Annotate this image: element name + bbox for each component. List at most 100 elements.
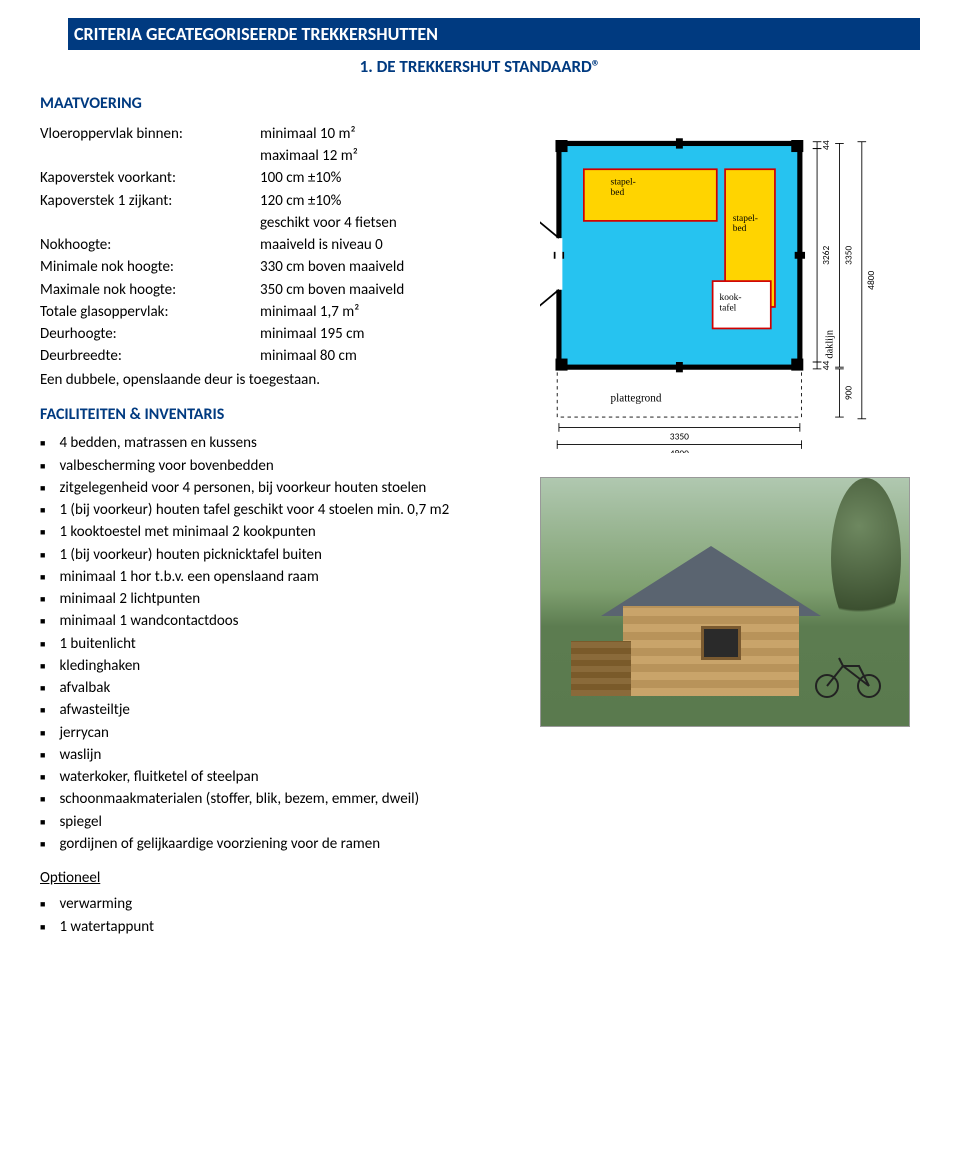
list-item: afwasteiltje — [40, 700, 520, 720]
svg-text:44: 44 — [820, 360, 832, 370]
list-item: verwarming — [40, 894, 520, 914]
dimension-label: Deurhoogte: — [40, 323, 260, 345]
dimension-label: Maximale nok hoogte: — [40, 279, 260, 301]
svg-text:stapel-: stapel- — [611, 178, 636, 188]
dimension-value: minimaal 195 cm — [260, 323, 520, 345]
svg-text:daklijn: daklijn — [825, 330, 836, 359]
table-row: Kapoverstek voorkant:100 cm ±10% — [40, 167, 520, 189]
dimension-value: 350 cm boven maaiveld — [260, 279, 520, 301]
list-item-label: minimaal 1 wandcontactdoos — [59, 611, 238, 631]
list-item-label: minimaal 2 lichtpunten — [59, 589, 200, 609]
list-item: valbescherming voor bovenbedden — [40, 456, 520, 476]
dimensions-note: Een dubbele, openslaande deur is toegest… — [40, 370, 520, 390]
list-item-label: 1 watertappunt — [59, 917, 154, 937]
svg-text:900: 900 — [842, 385, 854, 400]
list-item: jerrycan — [40, 723, 520, 743]
list-item: waterkoker, fluitketel of steelpan — [40, 767, 520, 787]
table-row: Maximale nok hoogte:350 cm boven maaivel… — [40, 279, 520, 301]
dimension-value: 100 cm ±10% — [260, 167, 520, 189]
list-item-label: valbescherming voor bovenbedden — [59, 456, 273, 476]
list-item: 1 kooktoestel met minimaal 2 kookpunten — [40, 522, 520, 542]
list-item: minimaal 2 lichtpunten — [40, 589, 520, 609]
dimension-value: geschikt voor 4 fietsen — [260, 212, 520, 234]
list-item-label: gordijnen of gelijkaardige voorziening v… — [59, 834, 380, 854]
list-item-label: minimaal 1 hor t.b.v. een openslaand raa… — [59, 567, 318, 587]
table-row: maximaal 12 m² — [40, 145, 520, 167]
list-item: kledinghaken — [40, 656, 520, 676]
optional-list: verwarming 1 watertappunt — [40, 894, 520, 937]
svg-text:4800: 4800 — [865, 270, 877, 289]
floorplan-diagram: stapel-bedstapel-bedkook-tafelplattegron… — [540, 123, 910, 453]
dimension-label: Kapoverstek 1 zijkant: — [40, 190, 260, 212]
dimension-label: Kapoverstek voorkant: — [40, 167, 260, 189]
svg-text:bed: bed — [733, 224, 747, 234]
dimension-value: minimaal 10 m² — [260, 123, 520, 145]
svg-text:3350: 3350 — [842, 245, 854, 264]
dimension-label — [40, 145, 260, 167]
list-item: 1 (bij voorkeur) houten tafel geschikt v… — [40, 500, 520, 520]
dimension-value: 120 cm ±10% — [260, 190, 520, 212]
dimension-value: 330 cm boven maaiveld — [260, 256, 520, 278]
optional-heading: Optioneel — [40, 868, 520, 888]
list-item: 1 buitenlicht — [40, 634, 520, 654]
list-item: waslijn — [40, 745, 520, 765]
dimensions-heading: MAATVOERING — [40, 93, 920, 115]
list-item-label: 1 (bij voorkeur) houten tafel geschikt v… — [59, 500, 449, 520]
table-row: Deurbreedte:minimaal 80 cm — [40, 345, 520, 367]
dimension-value: maximaal 12 m² — [260, 145, 520, 167]
list-item-label: waslijn — [59, 745, 101, 765]
cabin-photo — [540, 477, 910, 727]
list-item-label: 1 buitenlicht — [59, 634, 135, 654]
table-row: Vloeroppervlak binnen:minimaal 10 m² — [40, 123, 520, 145]
table-row: geschikt voor 4 fietsen — [40, 212, 520, 234]
dimensions-table: Vloeroppervlak binnen:minimaal 10 m²maxi… — [40, 123, 520, 368]
facilities-heading: FACILITEITEN & INVENTARIS — [40, 404, 520, 426]
svg-text:3350: 3350 — [670, 430, 689, 442]
dimension-label — [40, 212, 260, 234]
table-row: Kapoverstek 1 zijkant:120 cm ±10% — [40, 190, 520, 212]
list-item: 1 (bij voorkeur) houten picknicktafel bu… — [40, 545, 520, 565]
list-item: spiegel — [40, 812, 520, 832]
list-item-label: schoonmaakmaterialen (stoffer, blik, bez… — [59, 789, 419, 809]
svg-text:bed: bed — [611, 188, 625, 198]
list-item-label: 4 bedden, matrassen en kussens — [59, 433, 256, 453]
dimension-value: minimaal 1,7 m² — [260, 301, 520, 323]
list-item-label: spiegel — [59, 812, 102, 832]
list-item: gordijnen of gelijkaardige voorziening v… — [40, 834, 520, 854]
page-title: CRITERIA GECATEGORISEERDE TREKKERSHUTTEN — [74, 23, 438, 45]
list-item-label: jerrycan — [59, 723, 108, 743]
svg-text:kook-: kook- — [720, 293, 742, 303]
list-item: 1 watertappunt — [40, 917, 520, 937]
list-item-label: 1 kooktoestel met minimaal 2 kookpunten — [59, 522, 315, 542]
dimension-label: Vloeroppervlak binnen: — [40, 123, 260, 145]
dimension-label: Nokhoogte: — [40, 234, 260, 256]
facilities-list: 4 bedden, matrassen en kussens valbescher… — [40, 433, 520, 854]
right-column: stapel-bedstapel-bedkook-tafelplattegron… — [540, 123, 920, 727]
list-item: afvalbak — [40, 678, 520, 698]
dimension-label: Deurbreedte: — [40, 345, 260, 367]
list-item-label: afvalbak — [59, 678, 110, 698]
list-item-label: waterkoker, fluitketel of steelpan — [59, 767, 258, 787]
main-two-column: Vloeroppervlak binnen:minimaal 10 m²maxi… — [40, 123, 920, 939]
svg-text:stapel-: stapel- — [733, 214, 758, 224]
list-item-label: 1 (bij voorkeur) houten picknicktafel bu… — [59, 545, 321, 565]
svg-text:3262: 3262 — [820, 245, 832, 264]
list-item: zitgelegenheid voor 4 personen, bij voor… — [40, 478, 520, 498]
table-row: Deurhoogte:minimaal 195 cm — [40, 323, 520, 345]
dimension-value: maaiveld is niveau 0 — [260, 234, 520, 256]
list-item: minimaal 1 hor t.b.v. een openslaand raa… — [40, 567, 520, 587]
svg-text:44: 44 — [820, 140, 832, 150]
list-item-label: verwarming — [59, 894, 132, 914]
list-item: schoonmaakmaterialen (stoffer, blik, bez… — [40, 789, 520, 809]
svg-text:4800: 4800 — [670, 447, 689, 452]
header-title-bar: CRITERIA GECATEGORISEERDE TREKKERSHUTTEN — [68, 18, 920, 50]
table-row: Totale glasoppervlak:minimaal 1,7 m² — [40, 301, 520, 323]
list-item: minimaal 1 wandcontactdoos — [40, 611, 520, 631]
bicycle-icon — [809, 648, 889, 698]
table-row: Nokhoogte:maaiveld is niveau 0 — [40, 234, 520, 256]
list-item-label: zitgelegenheid voor 4 personen, bij voor… — [59, 478, 426, 498]
left-column: Vloeroppervlak binnen:minimaal 10 m²maxi… — [40, 123, 520, 939]
list-item-label: kledinghaken — [59, 656, 140, 676]
svg-text:tafel: tafel — [720, 302, 737, 313]
svg-text:plattegrond: plattegrond — [611, 392, 662, 404]
